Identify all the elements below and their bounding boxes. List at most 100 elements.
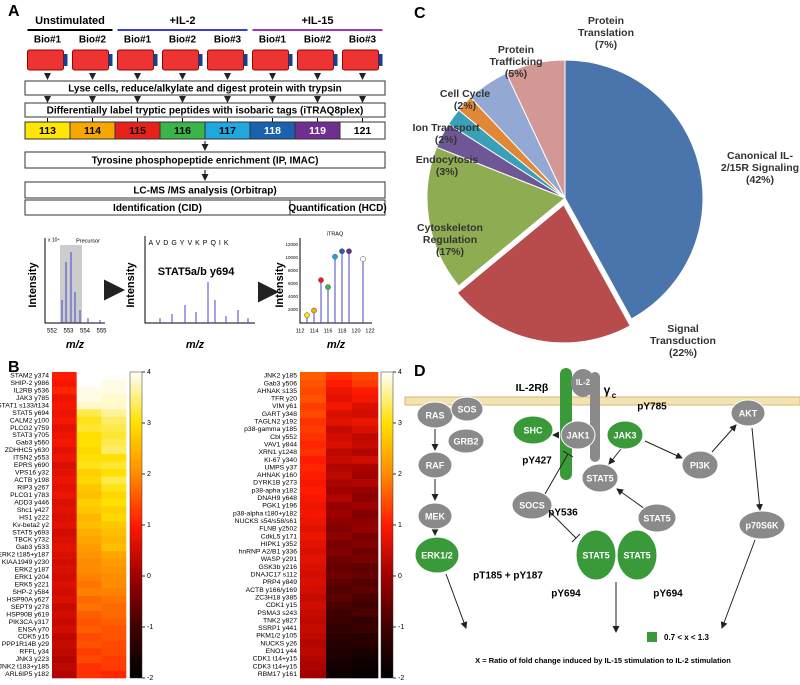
heatmap-cell [300,387,327,396]
pathway-node [575,529,617,581]
heatmap-cell [352,402,379,411]
heatmap-cell [101,424,127,433]
heatmap-cell [300,624,327,633]
row-label: ENSA y70 [18,626,49,633]
heatmap-cell [300,425,327,434]
heatmap-cell [352,494,379,503]
heatmap-cell [352,670,379,679]
heatmap-cell [52,372,77,380]
row-label: STAM2 y374 [10,373,49,380]
heatmap-cell [52,640,77,649]
heatmap-cell [352,563,379,572]
pie-label: Endocytosis (3%) [412,154,482,178]
heatmap-cell [76,431,102,440]
reporter-head [332,253,338,260]
pathway-node [511,490,553,520]
step-quantification-box [289,199,386,216]
heatmap-cell [101,528,127,537]
heatmap-cell [52,663,77,671]
heatmap-cell [300,471,327,480]
cell-sample [207,49,244,71]
row-label: KI-67 y340 [264,457,297,464]
colorbar [129,371,143,679]
heatmap-cell [326,379,353,388]
pathway-arrows [431,424,763,633]
heatmap-cell [326,555,353,564]
x-tick-label: 552 [47,329,58,335]
x-tick-label: 553 [63,329,74,335]
heatmap-cell [76,469,102,477]
heatmap-cell [300,540,327,549]
tag-label: 121 [354,125,372,137]
row-label: PIK3CA y317 [9,619,50,626]
colorbar-tick-label: -2 [147,675,153,682]
colorbar-tick-label: 1 [398,522,402,529]
heatmap-cell [326,494,353,503]
y-tick-label: 4000 [288,294,299,299]
row-label: IL2RB y536 [13,387,49,394]
heatmap-cell [352,540,379,549]
x-tick-label: 555 [96,329,107,335]
heatmap-cell [352,448,379,457]
heatmap-cell [76,566,102,574]
heatmap-cell [101,655,127,664]
heatmap-cell [101,670,127,679]
step-lysis: Lyse cells, reduce/alkylate and digest p… [68,84,342,95]
heatmap-cell [326,425,353,434]
step-quantification: Quantification (HCD) [288,203,386,214]
heatmap-cell [52,409,77,418]
heatmap-cell [76,476,102,485]
heatmap-cell [76,528,102,537]
il2-ligand [571,369,595,397]
spectrum-axes [144,236,255,324]
heatmap-cell [352,547,379,556]
heatmap-cell [300,479,327,488]
heatmap-cell [300,555,327,564]
heatmap-cell [76,401,102,410]
heatmap-cell [352,593,379,602]
row-label: WASP y291 [261,556,297,563]
heatmap-cell [76,506,102,515]
heatmap-cell [326,456,353,465]
reporter-head [318,277,324,283]
heatmap-cell [52,386,77,395]
heatmap-cell [101,625,127,634]
heatmap-cell [52,401,77,410]
pie-category: Ion Transport [412,122,480,134]
heatmap-cell [52,379,77,388]
replicate-label: Bio#3 [349,35,377,46]
heatmap-cell [76,483,102,492]
tag-label: 115 [129,125,146,137]
row-label: DNAH9 y648 [257,495,297,502]
heatmap-cell [300,372,327,380]
pathway-node [417,502,453,530]
node-label: SOCS [519,500,545,510]
phospho-site: pT185 + pY187 [473,571,543,582]
replicate-label: Bio#2 [79,35,107,46]
heatmap-cell [300,448,327,457]
heatmap-cell [52,521,77,530]
heatmap-cell [76,648,102,656]
heatmap-cell [52,446,77,455]
heatmap-cell [326,616,353,625]
colorbar-tick-label: 2 [398,471,402,478]
row-label: ERK1 y204 [15,574,50,581]
peptide-sequence: AVDGYVKPQIK [148,240,231,247]
pie-slice [564,59,704,320]
membrane [404,396,800,406]
heatmap-cell [300,394,327,403]
row-label: TFR y20 [271,396,297,403]
heatmap-cell [101,513,127,522]
reporter-head [360,256,366,262]
heatmap-cell [352,410,379,419]
row-label: RFFL y34 [19,649,49,656]
node-label: JAK3 [613,430,636,440]
heatmap-cell [326,448,353,457]
panel-letter: C [414,5,426,22]
step-labeling-box [24,102,386,118]
heatmap-cell [101,648,127,656]
heatmap-cell [101,521,127,530]
heatmap-cell [300,494,327,503]
x-tick-label: 112 [296,328,305,334]
heatmap-cell [52,595,77,604]
